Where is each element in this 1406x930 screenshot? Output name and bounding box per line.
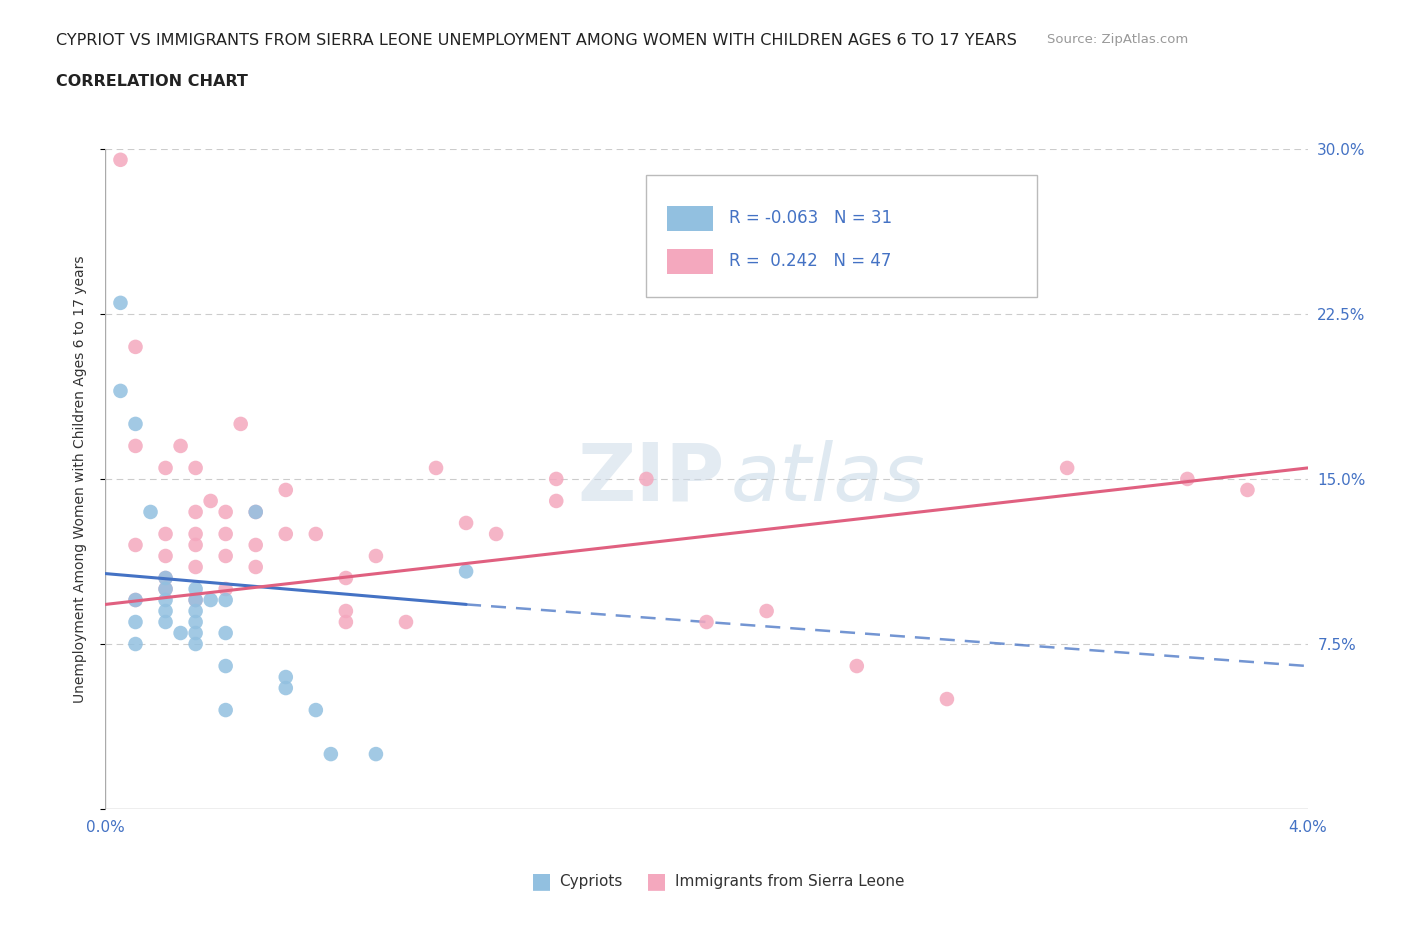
Point (214, 526, 236, 541)
Point (155, 604, 177, 618)
Point (335, 604, 357, 618)
Point (245, 538, 267, 552)
Point (274, 483, 297, 498)
Point (124, 615, 146, 630)
Bar (666, 206, 713, 232)
Point (110, 153, 132, 167)
Point (124, 592, 146, 607)
Point (214, 581, 236, 596)
Point (184, 592, 207, 607)
Point (184, 460, 207, 475)
Point (546, 472, 568, 486)
Point (454, 564, 477, 578)
Point (155, 581, 177, 596)
Text: Immigrants from Sierra Leone: Immigrants from Sierra Leone (675, 874, 904, 889)
Point (274, 526, 297, 541)
Point (214, 626, 236, 641)
Point (214, 703, 236, 718)
Point (155, 549, 177, 564)
Point (845, 658, 868, 673)
Point (696, 615, 718, 630)
Text: CYPRIOT VS IMMIGRANTS FROM SIERRA LEONE UNEMPLOYMENT AMONG WOMEN WITH CHILDREN A: CYPRIOT VS IMMIGRANTS FROM SIERRA LEONE … (56, 33, 1017, 47)
Point (214, 592, 236, 607)
Point (229, 417, 252, 432)
Text: ■: ■ (647, 871, 666, 892)
Point (214, 504, 236, 519)
Point (755, 604, 778, 618)
Point (274, 670, 297, 684)
Point (546, 494, 568, 509)
Point (335, 615, 357, 630)
Point (184, 604, 207, 618)
Point (155, 570, 177, 586)
Text: atlas: atlas (731, 440, 925, 518)
Point (200, 592, 222, 607)
Text: ZIP: ZIP (578, 440, 724, 518)
Point (454, 515, 477, 530)
Point (124, 417, 146, 432)
Point (274, 681, 297, 696)
Point (245, 504, 267, 519)
Bar (666, 249, 713, 274)
Point (155, 570, 177, 586)
Point (124, 592, 146, 607)
Point (305, 526, 328, 541)
Point (155, 460, 177, 475)
Point (184, 615, 207, 630)
Point (200, 494, 222, 509)
Point (214, 658, 236, 673)
Point (319, 747, 342, 762)
Point (395, 615, 418, 630)
Text: R =  0.242   N = 47: R = 0.242 N = 47 (730, 252, 891, 270)
Point (169, 626, 191, 641)
Point (184, 637, 207, 652)
Text: Source: ZipAtlas.com: Source: ZipAtlas.com (1047, 33, 1188, 46)
Point (110, 296, 132, 311)
Point (936, 692, 959, 707)
Point (335, 570, 357, 586)
Point (184, 581, 207, 596)
Text: R = -0.063   N = 31: R = -0.063 N = 31 (730, 209, 893, 227)
Point (1175, 472, 1198, 486)
Point (139, 504, 162, 519)
Point (184, 592, 207, 607)
FancyBboxPatch shape (647, 175, 1038, 298)
Point (155, 592, 177, 607)
Point (155, 526, 177, 541)
Point (124, 637, 146, 652)
Point (364, 549, 387, 564)
Text: ■: ■ (531, 871, 551, 892)
Point (184, 504, 207, 519)
Point (305, 703, 328, 718)
Point (245, 504, 267, 519)
Point (155, 615, 177, 630)
Point (1056, 460, 1078, 475)
Point (124, 538, 146, 552)
Point (245, 560, 267, 575)
Point (636, 472, 658, 486)
Point (184, 626, 207, 641)
Point (184, 560, 207, 575)
Point (184, 526, 207, 541)
Point (485, 526, 508, 541)
Point (110, 383, 132, 398)
Point (169, 439, 191, 454)
Point (124, 439, 146, 454)
Text: Cypriots: Cypriots (560, 874, 623, 889)
Y-axis label: Unemployment Among Women with Children Ages 6 to 17 years: Unemployment Among Women with Children A… (73, 255, 87, 703)
Text: CORRELATION CHART: CORRELATION CHART (56, 74, 247, 89)
Point (425, 460, 447, 475)
Point (155, 581, 177, 596)
Point (214, 549, 236, 564)
Point (1236, 483, 1258, 498)
Point (184, 538, 207, 552)
Point (364, 747, 387, 762)
Point (124, 339, 146, 354)
